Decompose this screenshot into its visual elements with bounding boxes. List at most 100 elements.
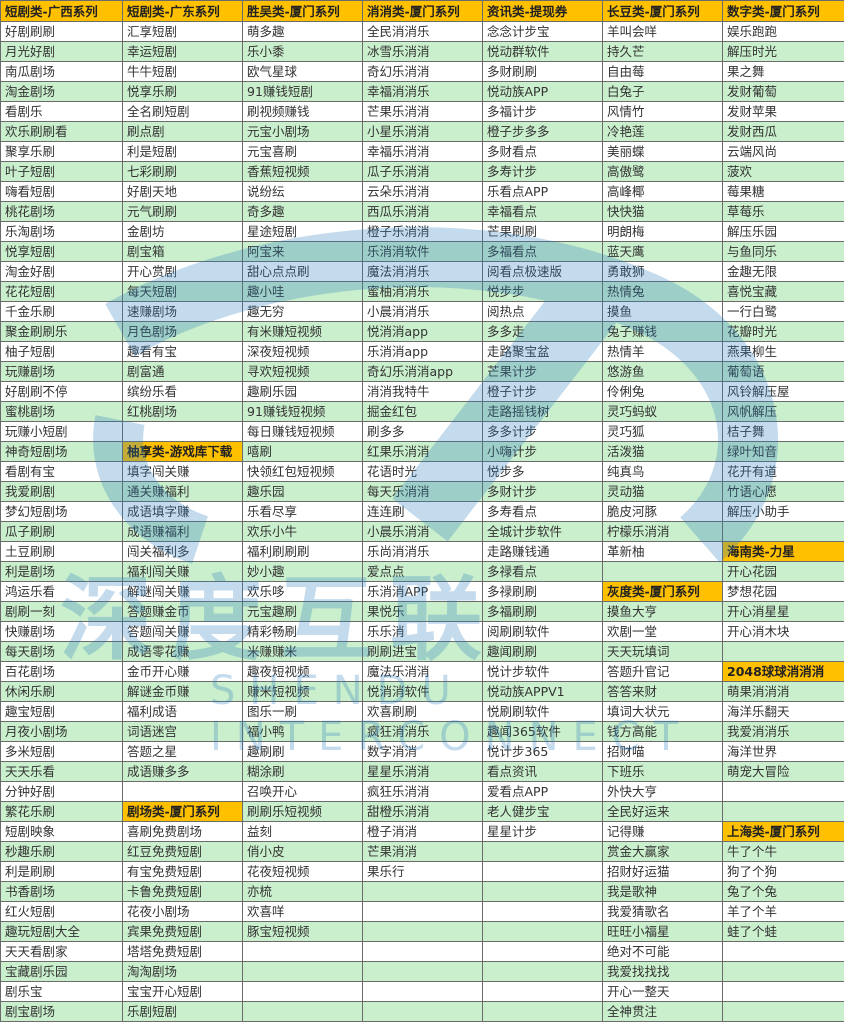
- table-cell[interactable]: 快领红包短视频: [243, 462, 363, 482]
- table-cell[interactable]: 小晨消消乐: [363, 302, 483, 322]
- table-cell[interactable]: 剧乐宝: [1, 982, 123, 1002]
- table-cell[interactable]: 萌宠大冒险: [723, 762, 844, 782]
- table-cell[interactable]: 月夜小剧场: [1, 722, 123, 742]
- table-cell[interactable]: 叶子短剧: [1, 162, 123, 182]
- table-cell[interactable]: 牛牛短剧: [123, 62, 243, 82]
- table-cell[interactable]: [123, 782, 243, 802]
- table-cell[interactable]: 爱点点: [363, 562, 483, 582]
- table-cell[interactable]: 乐剧短剧: [123, 1002, 243, 1022]
- table-cell[interactable]: 勇敢狮: [603, 262, 723, 282]
- table-cell[interactable]: 果乐行: [363, 862, 483, 882]
- table-cell[interactable]: 牛了个牛: [723, 842, 844, 862]
- table-cell[interactable]: 爱看点APP: [483, 782, 603, 802]
- table-cell[interactable]: [243, 962, 363, 982]
- table-cell[interactable]: 小星乐消消: [363, 122, 483, 142]
- table-cell[interactable]: 与鱼同乐: [723, 242, 844, 262]
- table-cell[interactable]: 赚米短视频: [243, 682, 363, 702]
- table-cell[interactable]: 橙子计步: [483, 382, 603, 402]
- table-cell[interactable]: 乐看点APP: [483, 182, 603, 202]
- table-cell[interactable]: 幸福乐消消: [363, 142, 483, 162]
- table-cell[interactable]: 芒果乐消消: [363, 102, 483, 122]
- table-cell[interactable]: 元宝喜刷: [243, 142, 363, 162]
- table-cell[interactable]: 书香剧场: [1, 882, 123, 902]
- table-cell[interactable]: 解压小助手: [723, 502, 844, 522]
- table-cell[interactable]: 兔子赚钱: [603, 322, 723, 342]
- table-cell[interactable]: 元气刷刷: [123, 202, 243, 222]
- table-cell[interactable]: 解压乐园: [723, 222, 844, 242]
- table-cell[interactable]: 悦动群软件: [483, 42, 603, 62]
- table-cell[interactable]: 莓果糖: [723, 182, 844, 202]
- table-cell[interactable]: 全城计步软件: [483, 522, 603, 542]
- table-cell[interactable]: 疯狂消消乐: [363, 722, 483, 742]
- table-cell[interactable]: 多福计步: [483, 102, 603, 122]
- table-cell[interactable]: 钱方高能: [603, 722, 723, 742]
- table-cell[interactable]: 发财苹果: [723, 102, 844, 122]
- table-cell[interactable]: [723, 962, 844, 982]
- table-cell[interactable]: 橙子乐消消: [363, 222, 483, 242]
- table-cell[interactable]: 七彩刷刷: [123, 162, 243, 182]
- table-cell[interactable]: 福利刷刷刷: [243, 542, 363, 562]
- section-header-cell[interactable]: 海南类-力星: [723, 542, 844, 562]
- table-cell[interactable]: 速赚剧场: [123, 302, 243, 322]
- table-cell[interactable]: [723, 942, 844, 962]
- table-cell[interactable]: 橙子消消: [363, 822, 483, 842]
- table-cell[interactable]: [363, 982, 483, 1002]
- table-cell[interactable]: 发财葡萄: [723, 82, 844, 102]
- table-cell[interactable]: 乐小黍: [243, 42, 363, 62]
- table-cell[interactable]: 深夜短视频: [243, 342, 363, 362]
- table-cell[interactable]: [483, 962, 603, 982]
- table-cell[interactable]: [483, 842, 603, 862]
- table-cell[interactable]: [363, 1002, 483, 1022]
- table-cell[interactable]: 填字闯关赚: [123, 462, 243, 482]
- table-cell[interactable]: 梦想花园: [723, 582, 844, 602]
- table-cell[interactable]: 芒果消消: [363, 842, 483, 862]
- table-cell[interactable]: 多福刷刷: [483, 602, 603, 622]
- table-cell[interactable]: 我是歌神: [603, 882, 723, 902]
- table-cell[interactable]: 悦计步365: [483, 742, 603, 762]
- table-cell[interactable]: 下班乐: [603, 762, 723, 782]
- section-header-cell[interactable]: 2048球球消消消: [723, 662, 844, 682]
- table-cell[interactable]: 福利闯关赚: [123, 562, 243, 582]
- table-cell[interactable]: 寻欢短视频: [243, 362, 363, 382]
- table-cell[interactable]: 狗了个狗: [723, 862, 844, 882]
- table-cell[interactable]: 剧宝剧场: [1, 1002, 123, 1022]
- table-cell[interactable]: [483, 862, 603, 882]
- table-cell[interactable]: 多寿看点: [483, 502, 603, 522]
- table-cell[interactable]: 91赚钱短视频: [243, 402, 363, 422]
- column-header[interactable]: 长豆类-厦门系列: [603, 1, 723, 22]
- table-cell[interactable]: 萌果消消消: [723, 682, 844, 702]
- table-cell[interactable]: 欢乐小牛: [243, 522, 363, 542]
- table-cell[interactable]: 摸鱼: [603, 302, 723, 322]
- table-cell[interactable]: 天天看剧家: [1, 942, 123, 962]
- table-cell[interactable]: 我爱刷剧: [1, 482, 123, 502]
- table-cell[interactable]: 红火短剧: [1, 902, 123, 922]
- table-cell[interactable]: 多禄刷刷: [483, 582, 603, 602]
- table-cell[interactable]: 利是短剧: [123, 142, 243, 162]
- table-cell[interactable]: 全民消消乐: [363, 22, 483, 42]
- table-cell[interactable]: 剧宝箱: [123, 242, 243, 262]
- table-cell[interactable]: [483, 1002, 603, 1022]
- table-cell[interactable]: 答题闯关赚: [123, 622, 243, 642]
- table-cell[interactable]: 热情羊: [603, 342, 723, 362]
- table-cell[interactable]: 活泼猫: [603, 442, 723, 462]
- table-cell[interactable]: 桃花剧场: [1, 202, 123, 222]
- table-cell[interactable]: 成语零花赚: [123, 642, 243, 662]
- table-cell[interactable]: 喜悦宝藏: [723, 282, 844, 302]
- table-cell[interactable]: 灵动猫: [603, 482, 723, 502]
- table-cell[interactable]: 亦梳: [243, 882, 363, 902]
- table-cell[interactable]: 刷刷乐短视频: [243, 802, 363, 822]
- table-cell[interactable]: 蛙了个蛙: [723, 922, 844, 942]
- table-cell[interactable]: [123, 422, 243, 442]
- table-cell[interactable]: 每天乐消消: [363, 482, 483, 502]
- table-cell[interactable]: 欢乐哆: [243, 582, 363, 602]
- table-cell[interactable]: 金趣无限: [723, 262, 844, 282]
- table-cell[interactable]: 趣乐园: [243, 482, 363, 502]
- table-cell[interactable]: 百花剧场: [1, 662, 123, 682]
- table-cell[interactable]: 元宝趣刷: [243, 602, 363, 622]
- table-cell[interactable]: 冰雪乐消消: [363, 42, 483, 62]
- table-cell[interactable]: 灵巧蚂蚁: [603, 402, 723, 422]
- table-cell[interactable]: 多多计步: [483, 422, 603, 442]
- table-cell[interactable]: 甜橙乐消消: [363, 802, 483, 822]
- table-cell[interactable]: 趣闻365软件: [483, 722, 603, 742]
- table-cell[interactable]: 利是刷刷: [1, 862, 123, 882]
